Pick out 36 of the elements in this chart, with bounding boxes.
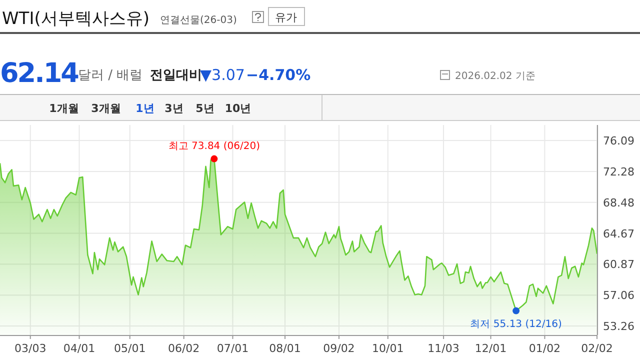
x-tick-label: 06/02 xyxy=(168,342,200,355)
text: 1년 xyxy=(136,102,154,115)
x-tick-label: 11/03 xyxy=(428,342,460,355)
x-tick-label: 07/01 xyxy=(216,342,249,355)
text: 10년 xyxy=(224,102,252,115)
x-tick-label: 09/02 xyxy=(323,342,355,355)
y-tick-label: 53.26 xyxy=(603,320,634,333)
text: 3년 xyxy=(164,102,184,115)
text: −4.70% xyxy=(246,66,311,84)
text: 5년 xyxy=(196,102,214,115)
text: 달러 / 배럴 xyxy=(78,68,143,83)
y-tick-label: 76.09 xyxy=(603,134,634,148)
x-tick-label: 05/01 xyxy=(114,342,146,355)
text: 2026.02.02 기준 xyxy=(455,71,536,82)
chart-title: WTI(서부텍사스유) xyxy=(2,9,150,29)
x-tick-label: 10/01 xyxy=(372,342,404,355)
annotation: 최고 73.84 (06/20) xyxy=(168,140,260,152)
y-tick-label: 60.87 xyxy=(603,258,634,272)
x-tick-label: 08/01 xyxy=(269,342,301,355)
text: 유가 xyxy=(275,11,297,24)
y-tick-label: 72.28 xyxy=(603,165,634,178)
x-tick-label: 03/03 xyxy=(14,342,46,355)
annotation: 최저 55.13 (12/16) xyxy=(470,318,562,330)
text: 3개월 xyxy=(91,102,121,115)
chart-subtitle: 연결선물(26-03) xyxy=(160,15,237,26)
text: 62.14 xyxy=(0,58,79,89)
x-tick-label: 01/02 xyxy=(528,342,561,355)
y-tick-label: 57.06 xyxy=(603,289,634,302)
text: ▼3.07 xyxy=(200,66,245,84)
y-tick-label: 68.48 xyxy=(603,196,634,210)
x-tick-label: 02/02 xyxy=(581,342,613,355)
x-tick-label: 04/01 xyxy=(63,342,96,355)
text: 전일대비 xyxy=(150,68,202,83)
text: 1개월 xyxy=(49,102,79,115)
x-tick-label: 12/01 xyxy=(474,342,507,355)
y-tick-label: 64.67 xyxy=(603,227,634,240)
